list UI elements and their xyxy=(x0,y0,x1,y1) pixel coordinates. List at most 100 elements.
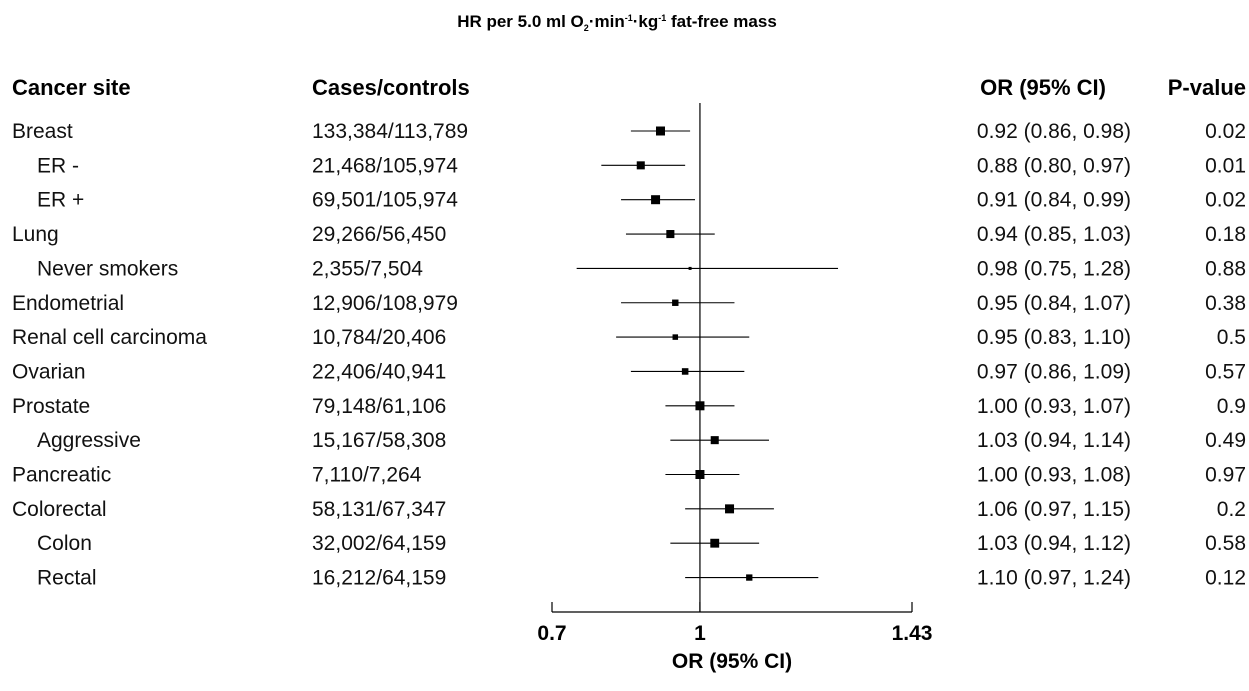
row-p-value: 0.02 xyxy=(1205,120,1246,143)
row-site-label: Pancreatic xyxy=(12,464,111,487)
chart-title: HR per 5.0 ml O2·min-1·kg-1 fat-free mas… xyxy=(457,12,777,33)
chart-title-prefix: HR per 5.0 ml O xyxy=(457,12,584,31)
row-p-value: 0.49 xyxy=(1205,429,1246,452)
x-axis-label: OR (95% CI) xyxy=(672,650,792,673)
row-cases-controls: 7,110/7,264 xyxy=(312,464,422,487)
row-cases-controls: 29,266/56,450 xyxy=(312,223,446,246)
row-p-value: 0.01 xyxy=(1205,154,1246,177)
row-site-label: Endometrial xyxy=(12,292,124,315)
row-p-value: 0.2 xyxy=(1217,498,1246,521)
point-estimate-marker xyxy=(672,299,679,306)
row-or-ci-text: 0.98 (0.75, 1.28) xyxy=(977,257,1131,280)
chart-title-sub: 2 xyxy=(584,23,589,33)
chart-title-mid1: ·min xyxy=(589,12,625,31)
row-cases-controls: 16,212/64,159 xyxy=(312,567,446,590)
header-cases-controls: Cases/controls xyxy=(312,75,470,100)
row-site-label: Aggressive xyxy=(37,429,141,452)
header-p-value: P-value xyxy=(1168,75,1246,100)
row-site-label: Lung xyxy=(12,223,59,246)
forest-row: Renal cell carcinoma 10,784/20,406 0.95 (0… xyxy=(12,326,1246,349)
row-p-value: 0.02 xyxy=(1205,189,1246,212)
row-p-value: 0.97 xyxy=(1205,464,1246,487)
forest-row: Colon 32,002/64,159 1.03 (0.94, 1.12) 0.58 xyxy=(37,532,1246,555)
row-p-value: 0.9 xyxy=(1217,395,1246,418)
point-estimate-marker xyxy=(688,266,692,270)
row-site-label: ER - xyxy=(37,154,79,177)
row-cases-controls: 2,355/7,504 xyxy=(312,257,423,280)
chart-title-sup2: -1 xyxy=(658,13,666,23)
forest-row: Never smokers 2,355/7,504 0.98 (0.75, 1.28… xyxy=(37,257,1246,280)
forest-row: Aggressive 15,167/58,308 1.03 (0.94, 1.14)… xyxy=(37,429,1246,452)
x-axis: 0.7 1 1.43 xyxy=(537,602,932,645)
row-site-label: Never smokers xyxy=(37,257,178,280)
header-cancer-site: Cancer site xyxy=(12,75,131,100)
point-estimate-marker xyxy=(655,126,665,136)
x-tick-label: 1 xyxy=(694,622,706,645)
point-estimate-marker xyxy=(636,161,645,170)
row-site-label: Colon xyxy=(37,532,92,555)
forest-row: Breast 133,384/113,789 0.92 (0.86, 0.98) 0.… xyxy=(12,120,1246,143)
point-estimate-marker xyxy=(651,195,661,205)
forest-row: Prostate 79,148/61,106 1.00 (0.93, 1.07) 0.… xyxy=(12,395,1246,418)
row-or-ci-text: 0.92 (0.86, 0.98) xyxy=(977,120,1131,143)
row-cases-controls: 32,002/64,159 xyxy=(312,532,446,555)
chart-title-suffix: fat-free mass xyxy=(666,12,777,31)
row-or-ci-text: 1.03 (0.94, 1.12) xyxy=(977,532,1131,555)
row-p-value: 0.58 xyxy=(1205,532,1246,555)
row-site-label: Colorectal xyxy=(12,498,107,521)
row-or-ci-text: 1.03 (0.94, 1.14) xyxy=(977,429,1131,452)
row-p-value: 0.38 xyxy=(1205,292,1246,315)
row-site-label: ER + xyxy=(37,189,84,212)
forest-row: Colorectal 58,131/67,347 1.06 (0.97, 1.15)… xyxy=(12,498,1246,521)
header-or-ci: OR (95% CI) xyxy=(980,75,1106,100)
row-or-ci-text: 1.06 (0.97, 1.15) xyxy=(977,498,1131,521)
x-tick-label: 1.43 xyxy=(892,622,933,645)
forest-row: ER + 69,501/105,974 0.91 (0.84, 0.99) 0.02 xyxy=(37,189,1246,212)
point-estimate-marker xyxy=(725,504,735,514)
point-estimate-marker xyxy=(681,368,689,375)
row-cases-controls: 10,784/20,406 xyxy=(312,326,446,349)
row-cases-controls: 133,384/113,789 xyxy=(312,120,468,143)
forest-row: Lung 29,266/56,450 0.94 (0.85, 1.03) 0.18 xyxy=(12,223,1246,246)
forest-row: Ovarian 22,406/40,941 0.97 (0.86, 1.09) 0.5… xyxy=(12,360,1246,383)
row-or-ci-text: 0.94 (0.85, 1.03) xyxy=(977,223,1131,246)
row-p-value: 0.12 xyxy=(1205,567,1246,590)
point-estimate-marker xyxy=(672,334,679,340)
row-or-ci-text: 0.95 (0.84, 1.07) xyxy=(977,292,1131,315)
forest-rows: Breast 133,384/113,789 0.92 (0.86, 0.98) 0.… xyxy=(12,120,1246,590)
row-site-label: Ovarian xyxy=(12,360,86,383)
row-or-ci-text: 0.91 (0.84, 0.99) xyxy=(977,189,1131,212)
forest-row: Endometrial 12,906/108,979 0.95 (0.84, 1.0… xyxy=(12,292,1246,315)
point-estimate-marker xyxy=(666,230,675,239)
forest-row: Pancreatic 7,110/7,264 1.00 (0.93, 1.08) 0.… xyxy=(12,464,1246,487)
x-tick-label: 0.7 xyxy=(537,622,566,645)
row-p-value: 0.57 xyxy=(1205,360,1246,383)
row-cases-controls: 15,167/58,308 xyxy=(312,429,446,452)
row-p-value: 0.18 xyxy=(1205,223,1246,246)
point-estimate-marker xyxy=(746,574,753,581)
forest-row: Rectal 16,212/64,159 1.10 (0.97, 1.24) 0.12 xyxy=(37,567,1246,590)
chart-title-mid2: ·kg xyxy=(633,12,659,31)
row-site-label: Renal cell carcinoma xyxy=(12,326,207,349)
point-estimate-marker xyxy=(710,436,719,445)
row-p-value: 0.88 xyxy=(1205,257,1246,280)
row-cases-controls: 69,501/105,974 xyxy=(312,189,458,212)
row-or-ci-text: 1.00 (0.93, 1.08) xyxy=(977,464,1131,487)
row-site-label: Prostate xyxy=(12,395,90,418)
row-or-ci-text: 1.10 (0.97, 1.24) xyxy=(977,567,1131,590)
row-or-ci-text: 0.95 (0.83, 1.10) xyxy=(977,326,1131,349)
row-or-ci-text: 0.88 (0.80, 0.97) xyxy=(977,154,1131,177)
row-site-label: Rectal xyxy=(37,567,97,590)
row-cases-controls: 79,148/61,106 xyxy=(312,395,446,418)
point-estimate-marker xyxy=(710,538,720,548)
forest-row: ER - 21,468/105,974 0.88 (0.80, 0.97) 0.01 xyxy=(37,154,1246,177)
chart-title-sup1: -1 xyxy=(625,13,633,23)
row-p-value: 0.5 xyxy=(1217,326,1246,349)
row-cases-controls: 22,406/40,941 xyxy=(312,360,446,383)
row-or-ci-text: 0.97 (0.86, 1.09) xyxy=(977,360,1131,383)
row-cases-controls: 58,131/67,347 xyxy=(312,498,446,521)
x-axis-ticks: 0.7 1 1.43 xyxy=(537,602,932,645)
row-cases-controls: 12,906/108,979 xyxy=(312,292,458,315)
row-or-ci-text: 1.00 (0.93, 1.07) xyxy=(977,395,1131,418)
